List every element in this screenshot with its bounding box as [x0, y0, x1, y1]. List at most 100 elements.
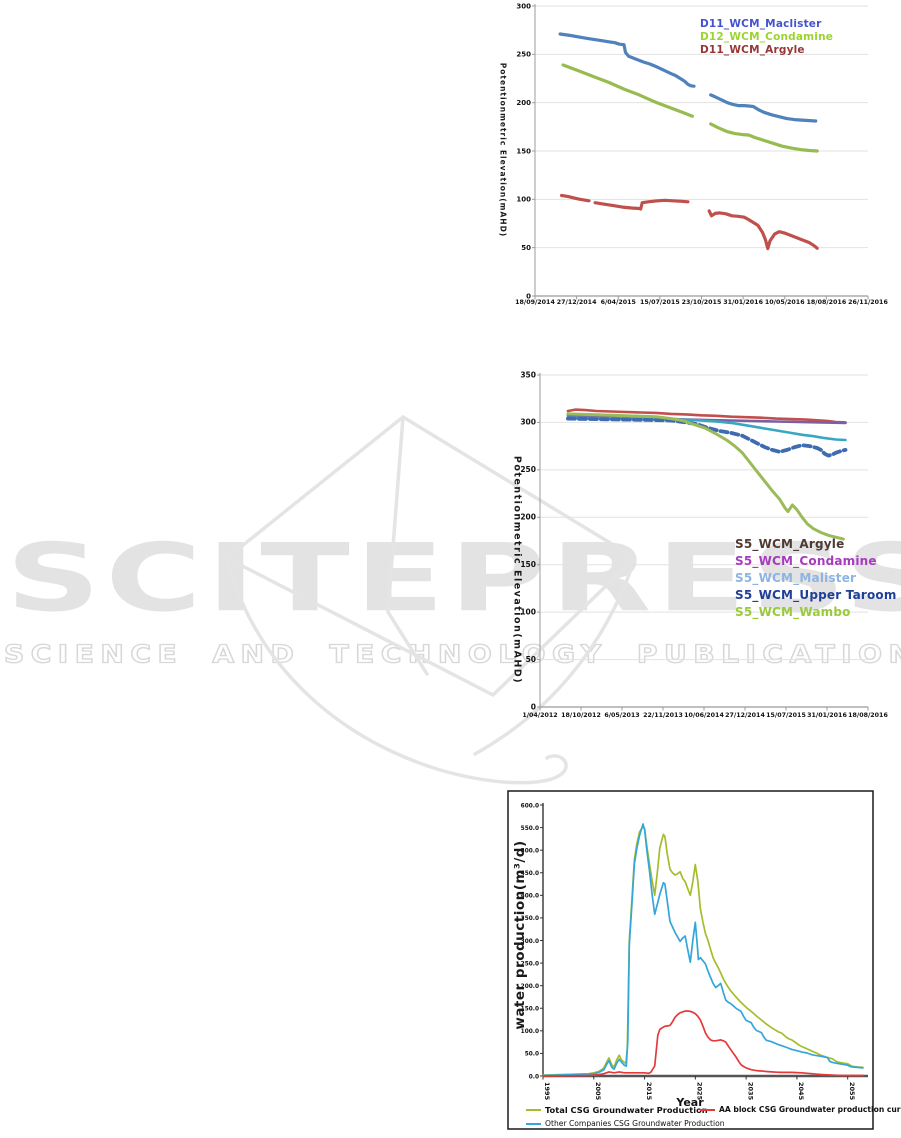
scitepress-logo-watermark — [225, 415, 637, 785]
scitepress-watermark-text: SCITEPRESS — [6, 522, 901, 633]
x-tick-label: 2035 — [746, 1082, 754, 1101]
chart3-x-axis-title: Year — [676, 1096, 704, 1109]
x-tick-labels: 1995 2005 2015 2025 2035 2045 2055 — [543, 1082, 856, 1101]
y-tick-label: 150 — [520, 560, 536, 569]
legend-entry: AA block CSG Groundwater production curr… — [700, 1105, 901, 1114]
y-tick-label: 200 — [516, 99, 531, 107]
y-tick-label: 100 — [516, 196, 531, 204]
legend-entry: Total CSG Groundwater Production — [526, 1105, 708, 1115]
y-tick-label: 500.0 — [521, 848, 539, 854]
chart1-legend: D11_WCM_Maclister D12_WCM_Condamine D11_WC… — [700, 18, 833, 57]
y-tick-label: 150.0 — [521, 1007, 539, 1013]
legend-label: Other Companies CSG Groundwater Producti… — [545, 1119, 725, 1128]
y-tick-label: 300 — [516, 2, 531, 10]
x-tick-label: 18/08/2016 — [848, 712, 888, 719]
y-tick-label: 200.0 — [521, 984, 539, 990]
x-tick-label: 23/10/2015 — [682, 299, 722, 306]
y-tick-label: 0 — [526, 292, 531, 300]
y-tick-label: 450.0 — [521, 871, 539, 877]
y-tick-label: 250 — [520, 465, 536, 474]
x-tick-labels: 18/09/2014 27/12/2014 6/04/2015 15/07/2015 2… — [515, 299, 888, 306]
y-tick-label: 250 — [516, 51, 531, 59]
legend-entry: D11_WCM_Maclister — [700, 18, 822, 30]
chart3-plot-area: 0.0 50.0 100.0 150.0 200.0 250.0 300.0 350.0 400… — [507, 790, 874, 1130]
x-tick-label: 18/09/2014 — [515, 299, 555, 306]
legend-entry: S5_WCM_Upper Taroom — [735, 588, 897, 602]
y-tick-label: 350 — [520, 370, 536, 379]
chart-water-production: 0.0 50.0 100.0 150.0 200.0 250.0 300.0 350.0 400… — [488, 785, 901, 1138]
x-tick-label: 1/04/2012 — [522, 712, 557, 719]
series-s5_wcm_argyle — [566, 408, 847, 424]
legend-entry: S5_WCM_Condamine — [735, 554, 877, 568]
y-tick-label: 50.0 — [525, 1052, 539, 1058]
y-tick-labels: 0 50 100 150 200 250 300 — [516, 2, 531, 300]
y-tick-label: 250.0 — [521, 961, 539, 967]
y-tick-labels: 0.0 50.0 100.0 150.0 200.0 250.0 300.0 350.0 400… — [521, 803, 539, 1080]
y-tick-label: 0 — [531, 702, 536, 711]
legend-entry: S5_WCM_Wambo — [735, 605, 851, 619]
x-tick-label: 26/11/2016 — [848, 299, 888, 306]
series-d11_wcm_argyle — [559, 193, 819, 251]
x-tick-label: 6/04/2015 — [601, 299, 636, 306]
chart3-y-axis-title: water production(m³/d) — [512, 840, 528, 1030]
chart2-plot-area: 0 50 100 150 200 250 300 350 1/04/2012 18/10/2012… — [520, 370, 888, 719]
axes — [532, 4, 869, 300]
x-tick-label: 18/08/2016 — [807, 299, 847, 306]
scitepress-watermark-tagline: SCIENCE AND TECHNOLOGY PUBLICATIONS — [3, 641, 901, 670]
y-tick-label: 100 — [520, 607, 536, 616]
y-tick-label: 50 — [526, 655, 536, 664]
x-tick-label: 31/01/2016 — [807, 712, 847, 719]
x-tick-label: 2015 — [645, 1082, 653, 1101]
chart2-legend: S5_WCM_Argyle S5_WCM_Condamine S5_WCM_Mali… — [735, 536, 897, 621]
axes — [540, 803, 868, 1080]
series-total-csg-groundwater-production — [542, 825, 864, 1076]
y-tick-label: 350.0 — [521, 916, 539, 922]
legend-entry: S5_WCM_Argyle — [735, 537, 845, 551]
series-s5_wcm_upper-taroom — [566, 416, 848, 458]
y-tick-label: 600.0 — [521, 803, 539, 809]
chart1-y-axis-title: Potentionmetric Elevation(mAHD) — [498, 62, 508, 238]
series-d11_wcm_maclister — [558, 32, 818, 123]
legend-entry: Other Companies CSG Groundwater Producti… — [526, 1119, 725, 1128]
x-tick-label: 2055 — [848, 1082, 856, 1101]
x-tick-label: 6/05/2013 — [604, 712, 639, 719]
x-tick-label: 2045 — [797, 1082, 805, 1101]
chart-potentiometric-s5: 0 50 100 150 200 250 300 350 1/04/2012 18/10/2012… — [488, 360, 901, 738]
axes — [537, 373, 869, 711]
y-tick-labels: 0 50 100 150 200 250 300 350 — [520, 370, 536, 711]
legend-label: AA block CSG Groundwater production curr… — [719, 1105, 901, 1114]
y-tick-label: 150 — [516, 147, 531, 155]
legend-swatch — [700, 1108, 715, 1111]
y-tick-label: 300.0 — [521, 939, 539, 945]
x-tick-label: 10/05/2016 — [765, 299, 805, 306]
x-tick-label: 1995 — [543, 1082, 551, 1101]
x-tick-label: 15/07/2015 — [640, 299, 680, 306]
x-tick-label: 18/10/2012 — [561, 712, 601, 719]
x-tick-labels: 1/04/2012 18/10/2012 6/05/2013 22/11/2013 10… — [522, 712, 888, 719]
x-tick-label: 10/06/2014 — [684, 712, 724, 719]
series-other-companies-csg-groundwater-production — [542, 823, 864, 1077]
y-tick-label: 300 — [520, 418, 536, 427]
x-tick-label: 2025 — [696, 1082, 704, 1101]
x-tick-label: 15/07/2015 — [766, 712, 806, 719]
series-s5_wcm_wambo — [566, 412, 845, 541]
x-tick-label: 2005 — [594, 1082, 602, 1101]
legend-label: Total CSG Groundwater Production — [545, 1105, 708, 1115]
legend-swatch — [526, 1109, 541, 1111]
x-tick-label: 27/12/2014 — [725, 712, 765, 719]
series-aa-block-csg-groundwater-production-current-plan — [542, 1010, 864, 1077]
legend-swatch — [526, 1122, 541, 1125]
y-tick-label: 550.0 — [521, 826, 539, 832]
legend-entry: D11_WCM_Argyle — [700, 44, 805, 56]
chart2-y-axis-title: Potentionmetric Elevation(mAHD) — [511, 455, 523, 685]
chart1-plot-area: 0 50 100 150 200 250 300 18/09/2014 27/12/2014 6/… — [515, 2, 888, 306]
legend-entry: S5_WCM_Malister — [735, 571, 857, 585]
chart-potentiometric-d11: 0 50 100 150 200 250 300 18/09/2014 27/12/2014 6/… — [488, 0, 901, 330]
y-tick-label: 100.0 — [521, 1029, 539, 1035]
y-tick-label: 400.0 — [521, 894, 539, 900]
legend-entry: D12_WCM_Condamine — [700, 31, 834, 43]
y-tick-label: 50 — [521, 244, 531, 252]
y-tick-label: 0.0 — [529, 1074, 539, 1080]
